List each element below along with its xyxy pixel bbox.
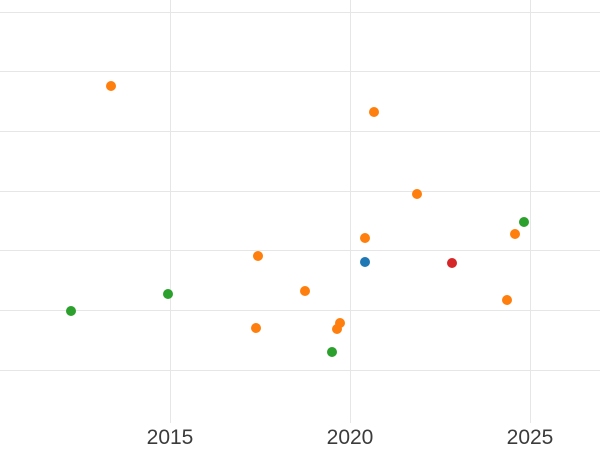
green-series-point [327,347,337,357]
green-series-point [163,289,173,299]
orange-series-point [510,229,520,239]
horizontal-gridline [0,191,600,193]
x-tick-label: 2025 [506,426,554,449]
orange-series-point [332,324,342,334]
vertical-gridline [350,0,352,423]
red-series-point [447,258,457,268]
orange-series-point [412,189,422,199]
orange-series-point [300,286,310,296]
orange-series-point [502,295,512,305]
x-tick-label: 2015 [146,426,194,449]
blue-series-point [360,257,370,267]
horizontal-gridline [0,310,600,312]
orange-series-point [360,233,370,243]
orange-series-point [369,107,379,117]
horizontal-gridline [0,12,600,14]
horizontal-gridline [0,370,600,372]
horizontal-gridline [0,71,600,73]
vertical-gridline [530,0,532,423]
orange-series-point [253,251,263,261]
orange-series-point [251,323,261,333]
vertical-gridline [170,0,172,423]
x-tick-label: 2020 [326,426,374,449]
horizontal-gridline [0,250,600,252]
horizontal-gridline [0,131,600,133]
green-series-point [66,306,76,316]
green-series-point [519,217,529,227]
orange-series-point [335,318,345,328]
orange-series-point [106,81,116,91]
